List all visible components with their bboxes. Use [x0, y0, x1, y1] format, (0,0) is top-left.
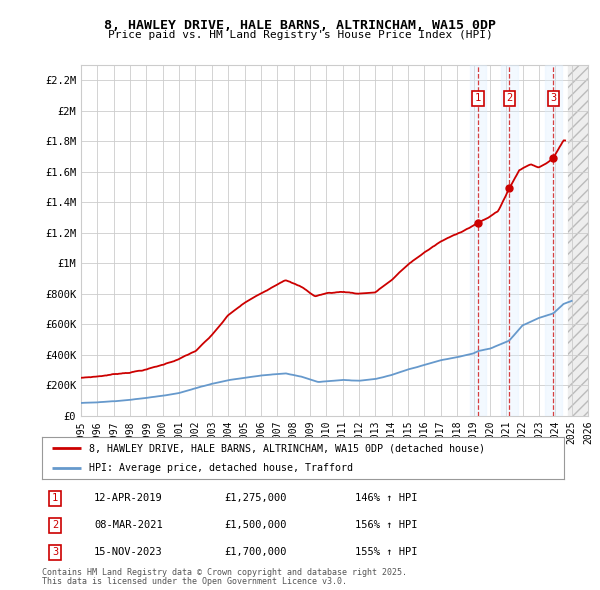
Text: 3: 3	[52, 548, 58, 558]
Bar	[470, 65, 486, 416]
Text: 15-NOV-2023: 15-NOV-2023	[94, 548, 163, 558]
Text: £1,500,000: £1,500,000	[224, 520, 287, 530]
Text: 146% ↑ HPI: 146% ↑ HPI	[355, 493, 418, 503]
Text: 08-MAR-2021: 08-MAR-2021	[94, 520, 163, 530]
Text: 8, HAWLEY DRIVE, HALE BARNS, ALTRINCHAM, WA15 0DP (detached house): 8, HAWLEY DRIVE, HALE BARNS, ALTRINCHAM,…	[89, 443, 485, 453]
Text: 1: 1	[52, 493, 58, 503]
Text: Price paid vs. HM Land Registry's House Price Index (HPI): Price paid vs. HM Land Registry's House …	[107, 30, 493, 40]
Text: 156% ↑ HPI: 156% ↑ HPI	[355, 520, 418, 530]
Bar	[545, 65, 562, 416]
Text: 2: 2	[506, 93, 512, 103]
Text: 1: 1	[475, 93, 481, 103]
Text: 2: 2	[52, 520, 58, 530]
Bar	[568, 65, 588, 416]
Text: 3: 3	[550, 93, 556, 103]
Text: HPI: Average price, detached house, Trafford: HPI: Average price, detached house, Traf…	[89, 464, 353, 473]
Bar	[568, 65, 588, 416]
Text: This data is licensed under the Open Government Licence v3.0.: This data is licensed under the Open Gov…	[42, 577, 347, 586]
Text: £1,275,000: £1,275,000	[224, 493, 287, 503]
Text: 12-APR-2019: 12-APR-2019	[94, 493, 163, 503]
Text: Contains HM Land Registry data © Crown copyright and database right 2025.: Contains HM Land Registry data © Crown c…	[42, 568, 407, 576]
Text: £1,700,000: £1,700,000	[224, 548, 287, 558]
Text: 155% ↑ HPI: 155% ↑ HPI	[355, 548, 418, 558]
Text: 8, HAWLEY DRIVE, HALE BARNS, ALTRINCHAM, WA15 0DP: 8, HAWLEY DRIVE, HALE BARNS, ALTRINCHAM,…	[104, 19, 496, 32]
Bar	[501, 65, 518, 416]
